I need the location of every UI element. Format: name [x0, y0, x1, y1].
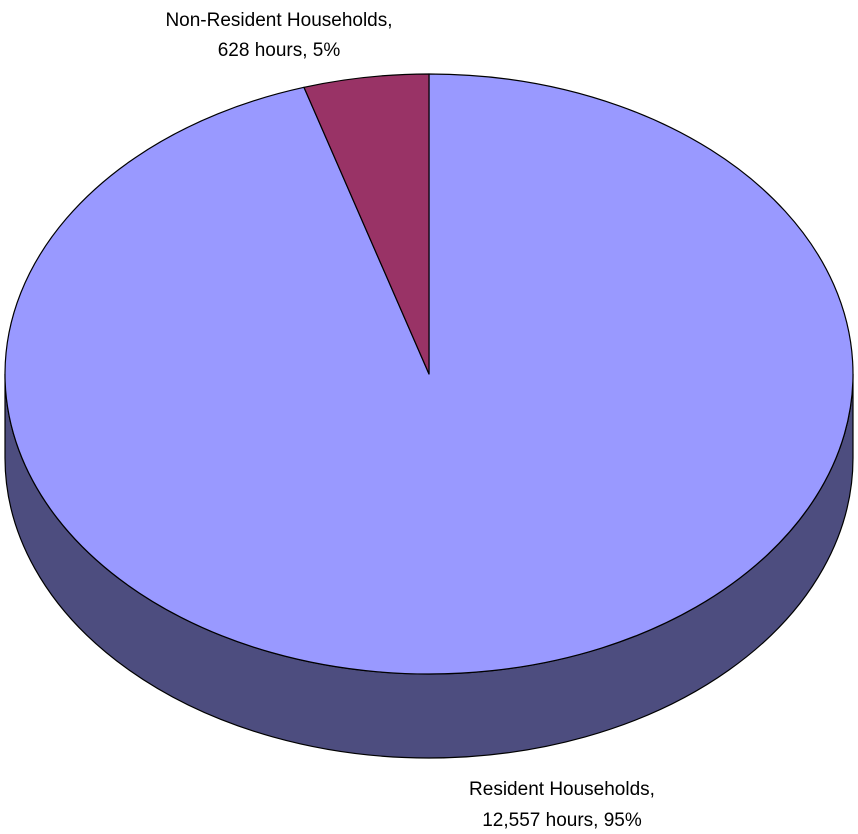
label-resident-line1: Resident Households,: [469, 779, 655, 800]
pie-slice-non-resident: [303, 73, 430, 375]
pie-labels: Non-Resident Households, 628 hours, 5% R…: [165, 10, 654, 831]
label-non-resident-line1: Non-Resident Households,: [165, 10, 392, 31]
pie-top: [4, 73, 854, 675]
label-non-resident-line2: 628 hours, 5%: [218, 40, 341, 61]
label-resident-line2: 12,557 hours, 95%: [482, 810, 642, 831]
